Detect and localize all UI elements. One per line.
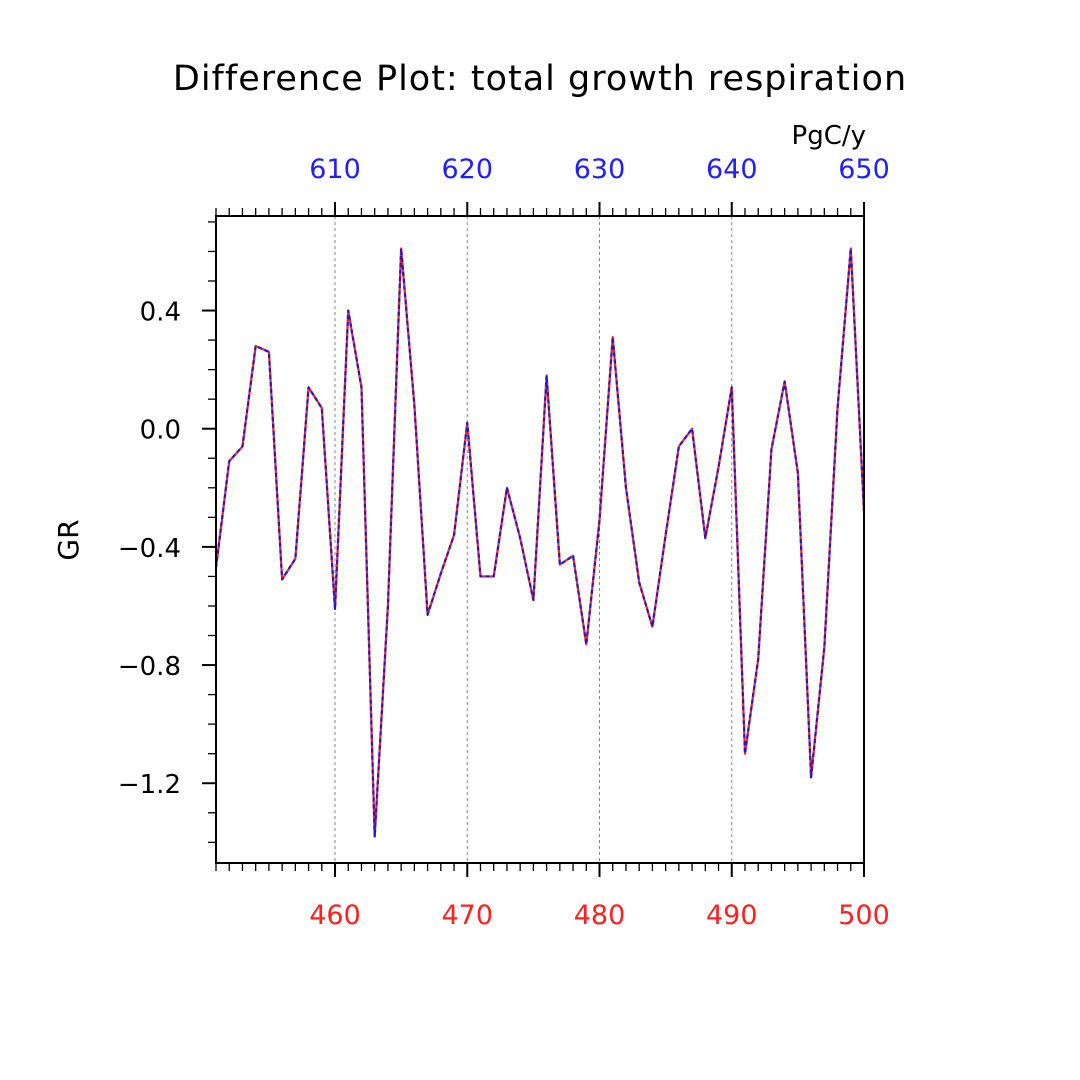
y-axis-label: GR — [52, 519, 85, 560]
x-tick-label-top: 640 — [706, 154, 758, 185]
chart-title: Difference Plot: total growth respiratio… — [173, 59, 907, 99]
x-tick-label-bottom: 470 — [441, 900, 493, 931]
grid-lines — [334, 216, 733, 863]
y-tick-label: −1.2 — [118, 770, 181, 800]
y-tick-label: 0.4 — [140, 298, 181, 328]
y-tick-label: −0.8 — [118, 652, 181, 682]
x-tick-label-bottom: 480 — [574, 900, 626, 931]
data-series — [214, 247, 866, 838]
tick-labels: 460 470 480 490 500 610 620 630 640 650 0.4 0.0 −0.4… — [118, 154, 890, 931]
x-tick-label-top: 630 — [574, 154, 626, 185]
x-tick-label-bottom: 490 — [706, 900, 758, 931]
x-tick-label-bottom: 460 — [309, 900, 361, 931]
x-tick-label-top: 610 — [309, 154, 361, 185]
axis-ticks — [202, 202, 865, 877]
x-tick-label-top: 620 — [441, 154, 493, 185]
x-tick-label-bottom: 500 — [838, 900, 890, 931]
series-line-blue — [214, 247, 866, 838]
plot-frame — [215, 215, 865, 864]
x-tick-label-top: 650 — [838, 154, 890, 185]
y-tick-label: 0.0 — [140, 416, 181, 446]
series-line-red — [214, 247, 866, 838]
units-label: PgC/y — [792, 121, 866, 151]
y-tick-label: −0.4 — [118, 534, 181, 564]
